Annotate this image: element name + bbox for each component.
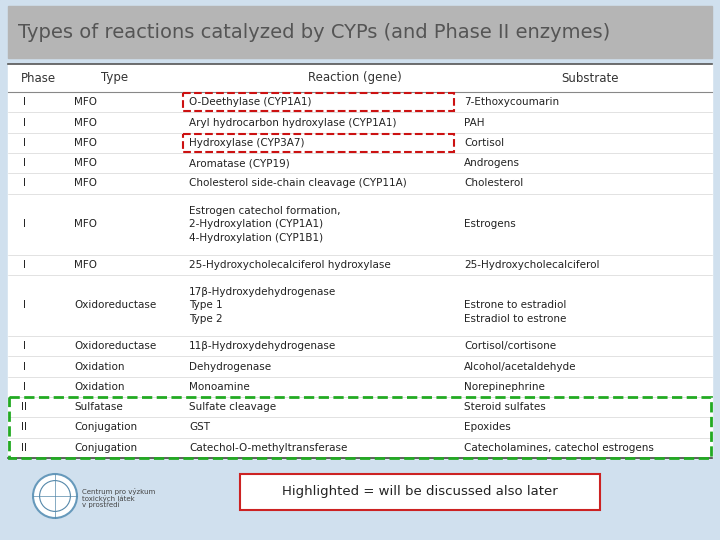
Bar [183,134,454,152]
Text: MFO: MFO [74,158,97,168]
Text: II: II [21,402,27,412]
Text: Substrate: Substrate [562,71,618,84]
Text: Conjugation: Conjugation [74,443,137,453]
Text: 11β-Hydroxydehydrogenase: 11β-Hydroxydehydrogenase [189,341,336,351]
Text: toxických látek: toxických látek [82,495,135,502]
Text: Cholesterol: Cholesterol [464,179,523,188]
Text: I: I [22,382,25,392]
Bar [8,6,712,58]
Text: I: I [22,179,25,188]
Bar [9,397,711,458]
Text: Cortisol: Cortisol [464,138,504,148]
Text: I: I [22,118,25,127]
Text: I: I [22,260,25,270]
Text: Cortisol/cortisone: Cortisol/cortisone [464,341,556,351]
Text: Norepinephrine: Norepinephrine [464,382,545,392]
Text: I: I [22,138,25,148]
Text: II: II [21,422,27,433]
Text: Catechol-O-methyltransferase: Catechol-O-methyltransferase [189,443,347,453]
Text: Centrum pro výzkum: Centrum pro výzkum [82,488,156,495]
Bar [8,64,712,458]
Text: Estrogen catechol formation,
2-Hydroxylation (CYP1A1)
4-Hydroxylation (CYP1B1): Estrogen catechol formation, 2-Hydroxyla… [189,206,341,243]
Text: I: I [22,97,25,107]
Text: MFO: MFO [74,138,97,148]
Text: Sulfatase: Sulfatase [74,402,122,412]
Text: Hydroxylase (CYP3A7): Hydroxylase (CYP3A7) [189,138,305,148]
Text: I: I [22,341,25,351]
Text: Oxidoreductase: Oxidoreductase [74,300,156,310]
Text: Alcohol/acetaldehyde: Alcohol/acetaldehyde [464,361,577,372]
Text: MFO: MFO [74,260,97,270]
Text: GST: GST [189,422,210,433]
Text: MFO: MFO [74,97,97,107]
Text: Cholesterol side-chain cleavage (CYP11A): Cholesterol side-chain cleavage (CYP11A) [189,179,407,188]
Text: Monoamine: Monoamine [189,382,250,392]
Text: 25-Hydroxycholecalciferol: 25-Hydroxycholecalciferol [464,260,600,270]
Bar [183,93,454,111]
Text: O-Deethylase (CYP1A1): O-Deethylase (CYP1A1) [189,97,312,107]
Text: Sulfate cleavage: Sulfate cleavage [189,402,276,412]
Text: I: I [22,300,25,310]
Text: 7-Ethoxycoumarin: 7-Ethoxycoumarin [464,97,559,107]
Text: II: II [21,443,27,453]
Text: I: I [22,158,25,168]
Text: Estrone to estradiol
Estradiol to estrone: Estrone to estradiol Estradiol to estron… [464,287,567,324]
Text: Types of reactions catalyzed by CYPs (and Phase II enzymes): Types of reactions catalyzed by CYPs (an… [18,23,611,42]
Text: Oxidation: Oxidation [74,361,125,372]
Text: Aryl hydrocarbon hydroxylase (CYP1A1): Aryl hydrocarbon hydroxylase (CYP1A1) [189,118,397,127]
Text: MFO: MFO [74,118,97,127]
Text: 25-Hydroxycholecalciferol hydroxylase: 25-Hydroxycholecalciferol hydroxylase [189,260,391,270]
Text: Estrogens: Estrogens [464,219,516,229]
Text: Androgens: Androgens [464,158,520,168]
Text: v prostředí: v prostředí [82,502,120,509]
Text: I: I [22,361,25,372]
Text: Epoxides: Epoxides [464,422,510,433]
Text: PAH: PAH [464,118,485,127]
Text: Aromatase (CYP19): Aromatase (CYP19) [189,158,289,168]
Bar [240,474,600,510]
Text: Dehydrogenase: Dehydrogenase [189,361,271,372]
Text: Phase: Phase [20,71,55,84]
Text: Steroid sulfates: Steroid sulfates [464,402,546,412]
Text: MFO: MFO [74,219,97,229]
Circle shape [33,474,77,518]
Text: Oxidation: Oxidation [74,382,125,392]
Text: Type: Type [102,71,129,84]
Text: MFO: MFO [74,179,97,188]
Text: Highlighted = will be discussed also later: Highlighted = will be discussed also lat… [282,485,558,498]
Text: 17β-Hydroxydehydrogenase
Type 1
Type 2: 17β-Hydroxydehydrogenase Type 1 Type 2 [189,287,336,324]
Text: Catecholamines, catechol estrogens: Catecholamines, catechol estrogens [464,443,654,453]
Text: Oxidoreductase: Oxidoreductase [74,341,156,351]
Text: I: I [22,219,25,229]
Text: Reaction (gene): Reaction (gene) [308,71,402,84]
Text: Conjugation: Conjugation [74,422,137,433]
